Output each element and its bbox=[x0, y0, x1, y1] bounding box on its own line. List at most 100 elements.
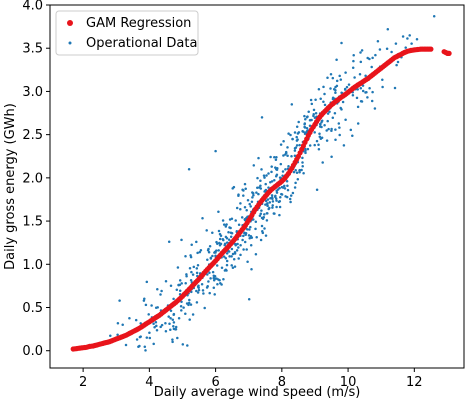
operational-data-point bbox=[309, 98, 313, 102]
operational-data-point bbox=[408, 34, 411, 37]
operational-data-point bbox=[278, 199, 282, 203]
operational-data-point bbox=[318, 125, 322, 128]
operational-data-point bbox=[153, 326, 156, 329]
operational-data-point bbox=[293, 186, 297, 189]
operational-data-point bbox=[196, 251, 199, 255]
operational-data-point bbox=[185, 302, 189, 305]
operational-data-point bbox=[374, 53, 377, 57]
operational-data-point bbox=[182, 306, 185, 309]
operational-data-point bbox=[230, 247, 234, 251]
operational-data-point bbox=[244, 187, 247, 191]
operational-data-point bbox=[259, 212, 263, 216]
operational-data-point bbox=[386, 27, 390, 31]
operational-data-point bbox=[144, 303, 148, 307]
operational-data-point bbox=[356, 88, 359, 91]
operational-data-point bbox=[301, 161, 304, 164]
operational-data-point bbox=[222, 278, 225, 281]
operational-data-point bbox=[329, 73, 333, 76]
operational-data-point bbox=[145, 280, 149, 284]
operational-data-point bbox=[169, 309, 173, 313]
operational-data-point bbox=[254, 227, 257, 231]
operational-data-point bbox=[289, 200, 292, 204]
operational-data-point bbox=[215, 264, 219, 267]
gam-regression-point bbox=[188, 285, 194, 291]
operational-data-point bbox=[347, 83, 351, 86]
operational-data-point bbox=[275, 199, 278, 202]
operational-data-point bbox=[171, 338, 174, 341]
operational-data-point bbox=[308, 118, 312, 122]
operational-data-point bbox=[138, 335, 142, 339]
operational-data-point bbox=[313, 131, 316, 134]
operational-data-point bbox=[315, 139, 319, 143]
gam-regression-point bbox=[320, 110, 326, 116]
operational-data-point bbox=[306, 147, 310, 151]
operational-data-point bbox=[207, 280, 210, 283]
operational-data-point bbox=[294, 181, 297, 185]
operational-data-point bbox=[251, 196, 254, 199]
operational-data-point bbox=[152, 342, 155, 346]
operational-data-point bbox=[298, 171, 301, 174]
gam-regression-point bbox=[231, 237, 237, 243]
operational-data-point bbox=[235, 206, 239, 210]
operational-data-point bbox=[169, 328, 172, 331]
y-tick-label: 0.0 bbox=[22, 344, 43, 359]
operational-data-point bbox=[356, 105, 360, 109]
operational-data-point bbox=[331, 116, 335, 120]
operational-data-point bbox=[320, 120, 323, 124]
operational-data-point bbox=[128, 316, 131, 320]
operational-data-point bbox=[353, 76, 356, 79]
operational-data-point bbox=[338, 126, 341, 129]
gam-regression-point bbox=[324, 107, 330, 113]
gam-regression-point bbox=[300, 143, 306, 149]
gam-regression-point bbox=[204, 266, 210, 273]
operational-data-point bbox=[284, 195, 287, 198]
operational-data-point bbox=[260, 209, 263, 212]
operational-data-point bbox=[154, 320, 158, 324]
operational-data-point bbox=[196, 274, 199, 278]
operational-data-point bbox=[178, 279, 182, 282]
operational-data-point bbox=[222, 223, 226, 226]
operational-data-point bbox=[167, 240, 171, 244]
operational-data-point bbox=[144, 349, 147, 352]
operational-data-point bbox=[275, 191, 279, 194]
operational-data-point bbox=[247, 297, 251, 301]
operational-data-point bbox=[364, 74, 367, 78]
operational-data-point bbox=[257, 192, 260, 196]
operational-data-point bbox=[160, 323, 164, 327]
operational-data-point bbox=[286, 154, 289, 157]
operational-data-point bbox=[332, 87, 336, 91]
operational-data-point bbox=[205, 229, 208, 232]
operational-data-point bbox=[315, 188, 319, 191]
operational-data-point bbox=[195, 301, 199, 304]
operational-data-point bbox=[206, 258, 209, 262]
operational-data-point bbox=[274, 158, 278, 162]
gam-regression-point bbox=[178, 295, 184, 301]
gam-regression-point bbox=[277, 180, 283, 186]
operational-data-point bbox=[189, 255, 193, 259]
operational-data-point bbox=[191, 273, 195, 276]
operational-data-point bbox=[340, 108, 343, 111]
operational-data-point bbox=[267, 207, 270, 211]
operational-data-point bbox=[317, 88, 321, 91]
operational-data-point bbox=[179, 305, 183, 308]
operational-data-point bbox=[196, 285, 200, 289]
operational-data-point bbox=[184, 312, 187, 316]
operational-data-point bbox=[248, 228, 251, 231]
operational-data-point bbox=[303, 123, 306, 126]
operational-data-point bbox=[365, 90, 368, 94]
gam-regression-point bbox=[241, 225, 247, 231]
operational-data-point bbox=[314, 98, 317, 101]
operational-data-point bbox=[211, 254, 214, 258]
operational-data-point bbox=[239, 253, 242, 257]
operational-data-point bbox=[335, 79, 339, 83]
operational-data-point bbox=[227, 238, 231, 242]
operational-data-point bbox=[278, 213, 281, 217]
x-axis-label: Daily average wind speed (m/s) bbox=[154, 385, 361, 400]
gam-regression-point bbox=[445, 50, 451, 57]
operational-data-point bbox=[243, 182, 247, 186]
operational-data-point bbox=[264, 182, 267, 186]
y-tick-label: 2.0 bbox=[22, 171, 43, 186]
operational-data-point bbox=[233, 265, 237, 268]
legend-label-gam-regression: GAM Regression bbox=[86, 16, 191, 31]
operational-data-point bbox=[302, 172, 305, 175]
